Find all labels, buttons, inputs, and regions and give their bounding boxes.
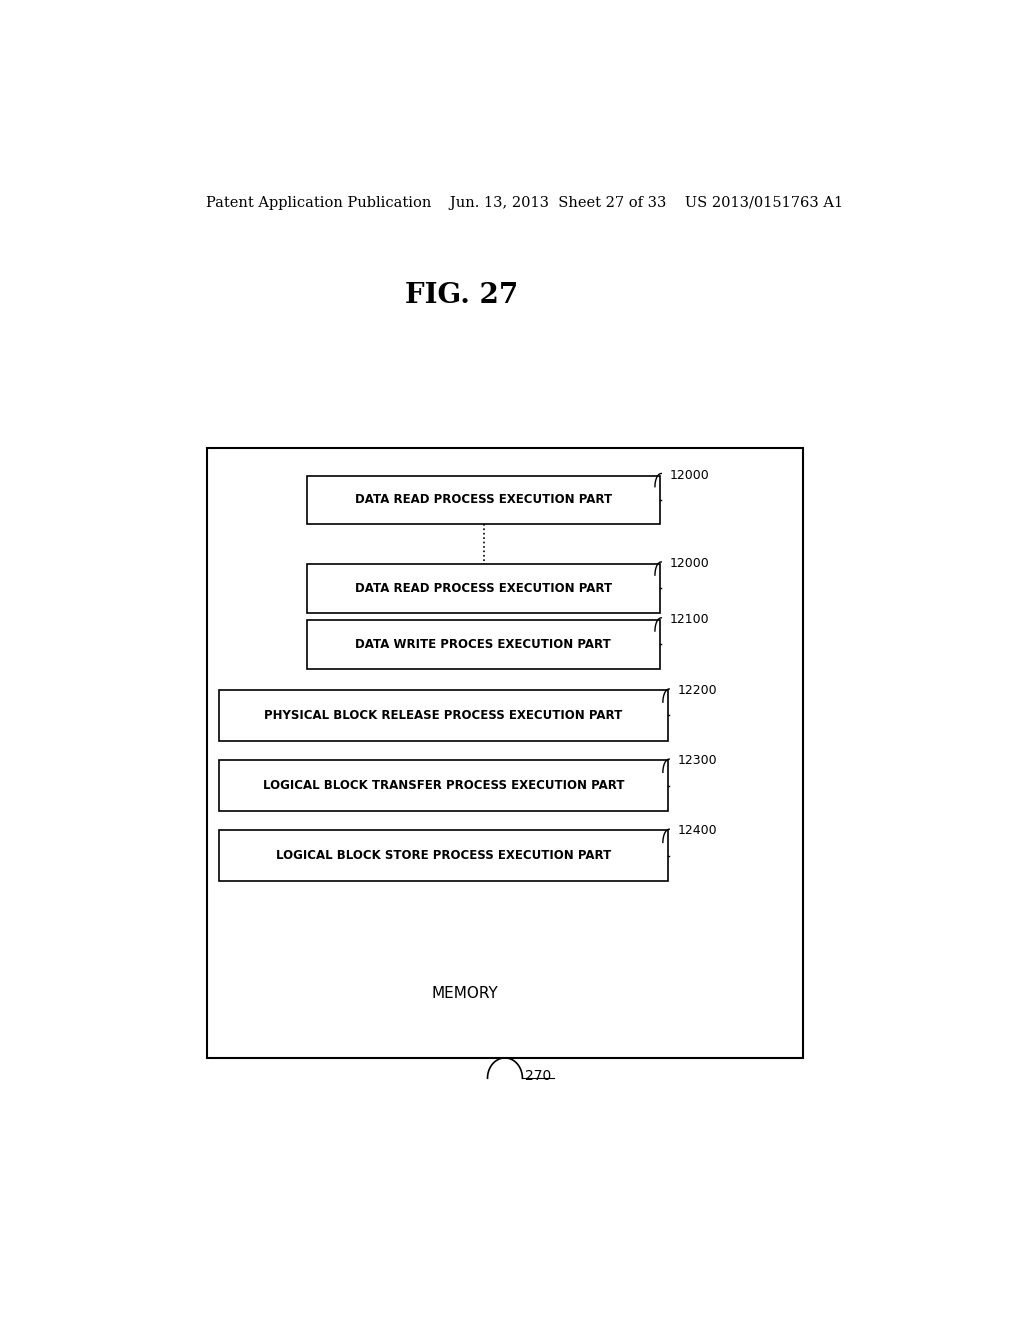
Text: PHYSICAL BLOCK RELEASE PROCESS EXECUTION PART: PHYSICAL BLOCK RELEASE PROCESS EXECUTION… xyxy=(264,709,623,722)
Bar xyxy=(306,564,659,612)
Text: 270: 270 xyxy=(524,1069,551,1084)
Text: Patent Application Publication    Jun. 13, 2013  Sheet 27 of 33    US 2013/01517: Patent Application Publication Jun. 13, … xyxy=(206,197,844,210)
Bar xyxy=(306,620,659,669)
Text: LOGICAL BLOCK STORE PROCESS EXECUTION PART: LOGICAL BLOCK STORE PROCESS EXECUTION PA… xyxy=(275,849,611,862)
Bar xyxy=(219,830,668,880)
Text: MEMORY: MEMORY xyxy=(432,986,499,1002)
Text: LOGICAL BLOCK TRANSFER PROCESS EXECUTION PART: LOGICAL BLOCK TRANSFER PROCESS EXECUTION… xyxy=(263,779,625,792)
Bar xyxy=(219,690,668,741)
Text: FIG. 27: FIG. 27 xyxy=(404,282,518,309)
Text: DATA READ PROCESS EXECUTION PART: DATA READ PROCESS EXECUTION PART xyxy=(354,494,611,507)
Bar xyxy=(219,760,668,810)
Text: DATA READ PROCESS EXECUTION PART: DATA READ PROCESS EXECUTION PART xyxy=(354,582,611,595)
Text: 12200: 12200 xyxy=(678,684,718,697)
Text: 12000: 12000 xyxy=(670,557,710,570)
Bar xyxy=(306,475,659,524)
Text: 12100: 12100 xyxy=(670,612,710,626)
Text: 12300: 12300 xyxy=(678,754,718,767)
Text: DATA WRITE PROCES EXECUTION PART: DATA WRITE PROCES EXECUTION PART xyxy=(355,638,611,651)
Bar xyxy=(207,447,803,1057)
Text: 12400: 12400 xyxy=(678,825,718,837)
Text: 12000: 12000 xyxy=(670,469,710,482)
